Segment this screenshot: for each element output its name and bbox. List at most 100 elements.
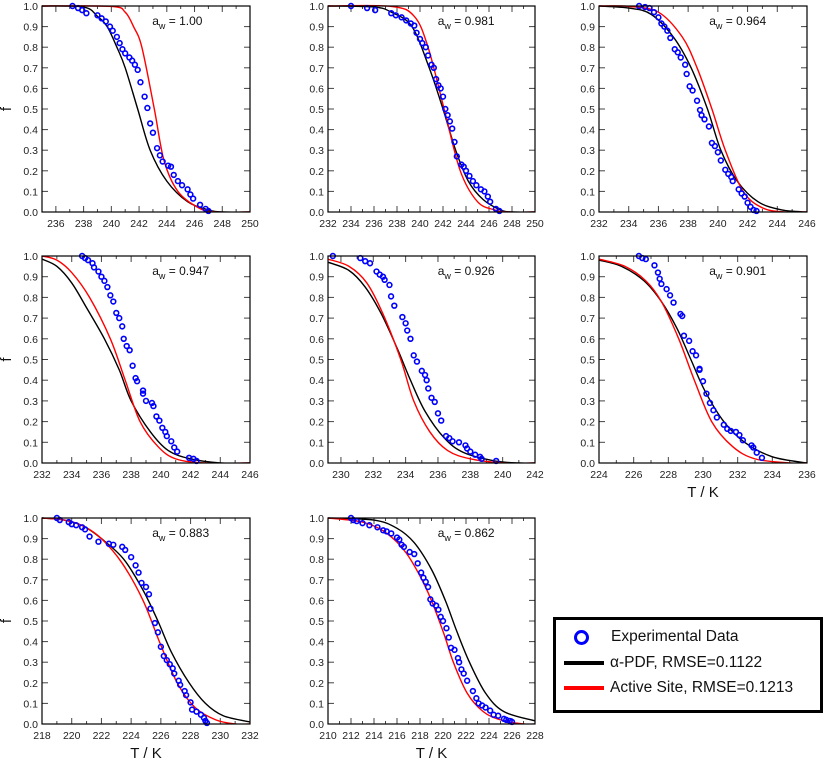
experimental-point [446,118,454,125]
experimental-point [95,268,102,275]
experimental-point [462,167,470,175]
x-tick-label: 236 [93,469,111,481]
experimental-point [145,591,153,598]
experimental-point [469,687,477,695]
y-tick-label: 0.1 [23,698,38,710]
experimental-point [432,75,440,83]
experimental-point [380,527,387,534]
x-tick-label: 226 [152,730,170,742]
experimental-point [116,39,123,47]
x-tick-label: 224 [590,469,608,481]
y-tick-label: 0.7 [23,575,38,587]
x-tick-label: 242 [182,469,200,481]
experimental-point [163,656,171,664]
experimental-point [449,438,456,445]
experimental-point [139,390,147,397]
experimental-point [430,64,437,72]
experimental-point [128,57,136,64]
x-tick-label: 232 [33,469,51,481]
x-tick-label: 242 [130,218,148,230]
experimental-point [444,111,451,119]
subplot: 0.0 0.1 0.2 0.3 0.4 0.5 0.6 0.7 0.8 0.9 1.0 210 212 2… [309,513,544,760]
experimental-point [142,397,150,405]
y-tick-label: 0.1 [309,437,324,449]
y-tick-label: 0.4 [580,125,595,137]
legend-item-alpha-pdf: α-PDF, RMSE=0.1122 [564,652,762,674]
experimental-point [84,256,92,264]
experimental-point [359,519,366,527]
experimental-point [353,517,360,525]
y-tick-label: 0.8 [23,554,38,566]
alpha-pdf-curve [328,261,535,463]
experimental-point [95,538,102,545]
y-tick-label: 0.7 [309,313,324,325]
water-activity-label: aw = 0.862 [438,526,495,543]
experimental-point [131,61,139,68]
experimental-point [135,569,142,576]
experimental-point [205,207,212,215]
y-tick-label: 0.3 [580,396,595,408]
experimental-point [484,193,492,200]
experimental-point [182,691,190,699]
experimental-point [496,207,503,215]
experimental-point [735,186,742,193]
experimental-point [120,335,127,342]
experimental-point [193,708,200,715]
legend-label: α-PDF, RMSE=0.1122 [610,654,763,671]
experimental-point [701,116,708,123]
active-site-curve [599,258,807,463]
experimental-point [463,445,471,452]
x-tick-label: 224 [480,730,498,742]
experimental-point [455,439,463,446]
experimental-point [94,12,101,19]
experimental-point [664,27,671,34]
y-tick-label: 0.2 [23,417,38,429]
plot-frame [41,517,251,725]
experimental-point [159,158,166,165]
experimental-point [434,410,442,417]
experimental-point [391,302,398,309]
x-tick-label: 232 [729,469,747,481]
experimental-point [361,257,369,265]
experimental-point [422,578,429,586]
alpha-pdf-curve [328,517,535,722]
experimental-point [667,34,674,42]
experimental-point [371,6,379,14]
x-tick-label: 228 [182,730,200,742]
experimental-point [693,97,701,104]
x-tick-label: 234 [63,469,81,481]
experimental-point [134,66,141,74]
subplot: 0.0 0.1 0.2 0.3 0.4 0.5 0.6 0.7 0.8 0.9 1.0 232 234 2… [580,1,816,230]
active-site-curve [42,255,250,463]
experimental-point [139,387,147,394]
plot-frame [327,255,536,464]
y-tick-label: 0.8 [23,292,38,304]
x-tick-label: 230 [332,469,350,481]
experimental-point [711,142,719,150]
x-tick-label: 238 [462,469,480,481]
experimental-point [717,157,725,164]
subplot: 0.0 0.1 0.2 0.3 0.4 0.5 0.6 0.7 0.8 0.9 1.0 232 234 2… [309,1,544,230]
experimental-point [666,292,674,299]
experimental-point [189,195,197,202]
experimental-point [410,352,417,359]
active-site-curve [328,4,535,212]
experimental-point [736,431,743,439]
experimental-point [169,665,176,672]
subplot: 0.0 0.1 0.2 0.3 0.4 0.5 0.6 0.7 0.8 0.9 1.0 224 226 2… [580,251,816,501]
experimental-point [677,54,684,61]
experimental-point [661,23,668,30]
y-tick-label: 1.0 [309,251,324,263]
x-tick-label: 250 [241,218,259,230]
x-tick-label: 240 [411,218,429,230]
experimental-point [167,163,175,170]
y-tick-label: 1.0 [580,1,595,13]
experimental-point [495,712,502,719]
x-tick-label: 232 [319,218,337,230]
x-tick-label: 240 [494,469,512,481]
y-tick-label: 0.3 [23,145,38,157]
y-tick-label: 0.9 [23,272,38,284]
y-tick-label: 0.9 [580,22,595,34]
y-tick-label: 0.1 [580,186,595,198]
y-tick-label: 0.6 [580,334,595,346]
